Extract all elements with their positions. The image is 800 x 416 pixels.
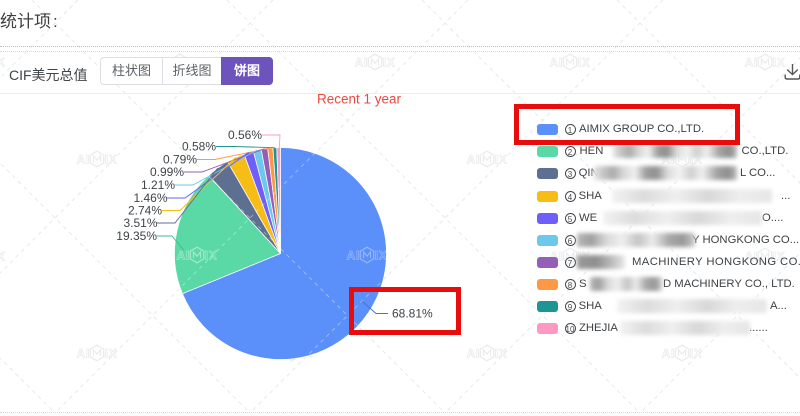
svg-text:IX: IX [773,250,786,263]
svg-text:0.79%: 0.79% [163,153,197,167]
svg-text:1.46%: 1.46% [133,191,167,205]
svg-text:IX: IX [578,56,591,69]
svg-text:2.74%: 2.74% [128,204,162,218]
svg-text:Recent 1 year: Recent 1 year [317,92,402,107]
svg-text:AI: AI [745,56,758,69]
svg-text:IX: IX [375,249,388,262]
svg-text:IX: IX [690,347,703,360]
svg-text:IX: IX [383,56,396,69]
svg-text:AI: AI [77,153,90,166]
svg-text:0.56%: 0.56% [228,128,262,142]
svg-text:AI: AI [347,249,360,262]
svg-text:AI: AI [355,56,368,69]
svg-text:IX: IX [495,347,508,360]
svg-text:AI: AI [662,347,675,360]
svg-text:3.51%: 3.51% [123,216,157,230]
svg-text:AI: AI [467,347,480,360]
svg-text:AI: AI [550,56,563,69]
svg-text:AI: AI [745,250,758,263]
svg-text:IX: IX [205,249,218,262]
svg-text:AI: AI [467,153,480,166]
svg-text:1.21%: 1.21% [141,178,175,192]
svg-text:IX: IX [0,250,5,263]
svg-text:0.58%: 0.58% [182,140,216,154]
svg-text:68.81%: 68.81% [392,307,433,321]
svg-text:IX: IX [105,153,118,166]
svg-text:IX: IX [0,56,5,69]
svg-text:0.99%: 0.99% [150,165,184,179]
svg-text:AI: AI [77,347,90,360]
svg-text:IX: IX [773,56,786,69]
svg-text:19.35%: 19.35% [116,229,157,243]
svg-text:IX: IX [495,153,508,166]
svg-text:IX: IX [105,347,118,360]
svg-text:AI: AI [177,249,190,262]
